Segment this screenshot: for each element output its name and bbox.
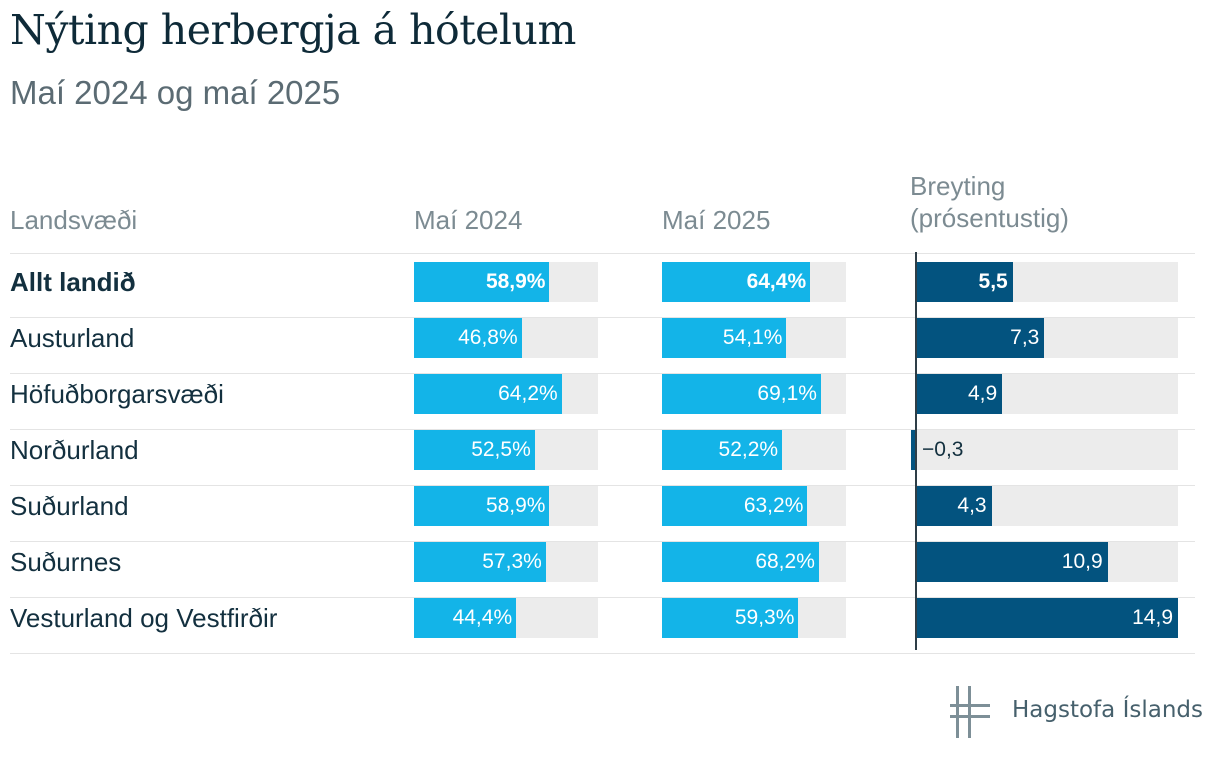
hagstofa-logo-icon [950, 686, 990, 738]
bar-track-may2024: 52,5% [414, 430, 598, 470]
bar-track-may2024: 58,9% [414, 486, 598, 526]
bar-value-label: 58,9% [485, 270, 546, 293]
row-label: Norðurland [10, 435, 139, 465]
bar-track-change: −0,3 [910, 430, 1178, 470]
bar-may2025 [662, 374, 821, 414]
bar-may2024 [414, 430, 535, 470]
table-separator [10, 317, 1195, 318]
column-header-region: Landsvæði [10, 205, 138, 235]
row-label: Vesturland og Vestfirðir [10, 603, 278, 633]
column-header-change-line1: Breyting [910, 171, 1006, 201]
row-label: Höfuðborgarsvæði [10, 379, 224, 409]
bar-change [916, 374, 1003, 414]
bar-may2025 [662, 598, 799, 638]
bar-track-may2024: 64,2% [414, 374, 598, 414]
bar-track-may2025: 52,2% [662, 430, 846, 470]
change-value-label: 7,3 [1010, 326, 1040, 349]
bar-change [910, 430, 916, 470]
table-separator [10, 429, 1195, 430]
bar-value-label: 44,4% [452, 606, 513, 629]
bar-may2024 [414, 262, 550, 302]
bar-value-label: 63,2% [743, 494, 804, 517]
table-separator [10, 253, 1195, 254]
bar-track-may2025: 64,4% [662, 262, 846, 302]
chart-subtitle: Maí 2024 og maí 2025 [10, 74, 341, 111]
bar-value-label: 57,3% [482, 550, 542, 573]
table-separator [10, 597, 1195, 598]
bar-value-label: 64,4% [746, 270, 807, 293]
bar-may2025 [662, 486, 808, 526]
bar-track-change: 4,9 [916, 374, 1178, 414]
change-value-label: −0,3 [922, 438, 964, 461]
bar-value-label: 64,2% [498, 382, 558, 405]
bar-track-change: 4,3 [916, 486, 1178, 526]
chart-title: Nýting herbergja á hótelum [10, 6, 576, 54]
bar-track-may2025: 63,2% [662, 486, 846, 526]
bar-track-change: 5,5 [916, 262, 1178, 302]
bar-may2024 [414, 542, 546, 582]
change-zero-axis [915, 252, 917, 650]
bar-may2024 [414, 486, 550, 526]
bar-may2025 [662, 262, 811, 302]
bar-value-label: 58,9% [485, 494, 546, 517]
column-header-may-2025: Maí 2025 [662, 205, 771, 235]
bar-may2024 [414, 598, 517, 638]
bar-track-may2025: 54,1% [662, 318, 846, 358]
bar-track-may2025: 68,2% [662, 542, 846, 582]
bar-value-label: 59,3% [734, 606, 795, 629]
bar-change [916, 486, 992, 526]
bar-value-label: 68,2% [755, 550, 815, 573]
bar-value-label: 52,2% [718, 438, 779, 461]
bar-change [916, 318, 1045, 358]
bar-may2025 [662, 542, 819, 582]
bar-value-label: 46,8% [458, 326, 518, 349]
bar-value-label: 69,1% [757, 382, 817, 405]
column-header-may-2024: Maí 2024 [414, 205, 523, 235]
row-label: Austurland [10, 323, 135, 353]
bar-may2024 [414, 318, 522, 358]
bar-track-change: 14,9 [916, 598, 1178, 638]
bar-track-may2024: 57,3% [414, 542, 598, 582]
table-separator [10, 373, 1195, 374]
change-value-label: 4,9 [967, 382, 998, 405]
change-value-label: 14,9 [1132, 606, 1173, 629]
change-value-label: 10,9 [1061, 550, 1103, 573]
row-label: Suðurnes [10, 547, 122, 577]
bar-track-change: 7,3 [916, 318, 1178, 358]
table-separator [10, 485, 1195, 486]
table-separator [10, 541, 1195, 542]
bar-value-label: 54,1% [722, 326, 783, 349]
change-value-label: 4,3 [957, 494, 987, 517]
bar-change [916, 262, 1013, 302]
bar-track-may2024: 44,4% [414, 598, 598, 638]
bar-may2024 [414, 374, 562, 414]
column-header-change-line2: (prósentustig) [910, 203, 1069, 233]
bar-change [916, 542, 1108, 582]
bar-track-may2025: 59,3% [662, 598, 846, 638]
column-header-change: Breyting (prósentustig) [910, 170, 1069, 234]
bar-track-may2025: 69,1% [662, 374, 846, 414]
table-separator [10, 653, 1195, 654]
hagstofa-logo-text: Hagstofa Íslands [1012, 697, 1203, 723]
bar-may2025 [662, 318, 787, 358]
row-label: Allt landið [10, 267, 136, 297]
change-value-label: 5,5 [978, 270, 1008, 293]
bar-track-may2024: 46,8% [414, 318, 598, 358]
bar-track-may2024: 58,9% [414, 262, 598, 302]
bar-value-label: 52,5% [471, 438, 531, 461]
row-label: Suðurland [10, 491, 129, 521]
bar-change [916, 598, 1178, 638]
bar-may2025 [662, 430, 783, 470]
bar-track-change: 10,9 [916, 542, 1178, 582]
